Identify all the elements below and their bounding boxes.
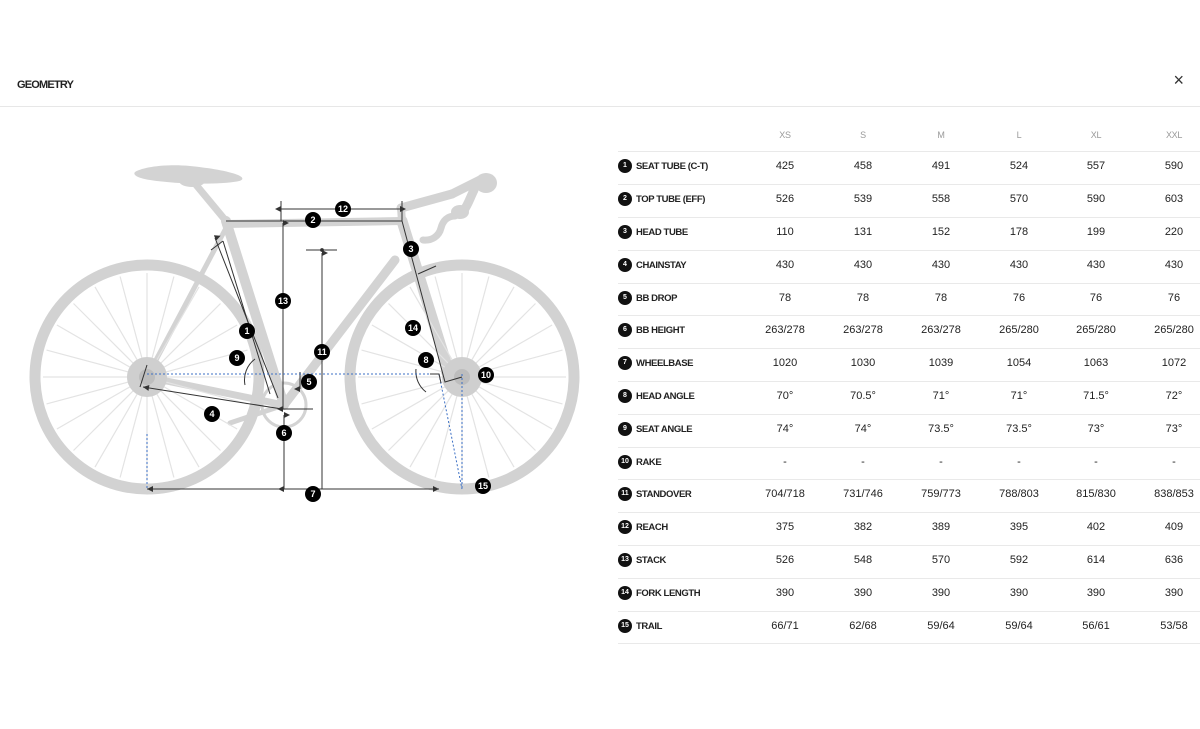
svg-text:11: 11 xyxy=(317,347,327,357)
svg-text:13: 13 xyxy=(278,296,288,306)
svg-text:1: 1 xyxy=(244,326,249,336)
svg-text:15: 15 xyxy=(478,481,488,491)
svg-text:3: 3 xyxy=(408,244,413,254)
svg-text:2: 2 xyxy=(310,215,315,225)
svg-text:7: 7 xyxy=(310,489,315,499)
svg-text:4: 4 xyxy=(209,409,214,419)
svg-text:10: 10 xyxy=(481,370,491,380)
svg-text:14: 14 xyxy=(408,323,418,333)
svg-text:6: 6 xyxy=(281,428,286,438)
svg-text:5: 5 xyxy=(306,377,311,387)
svg-text:8: 8 xyxy=(423,355,428,365)
svg-text:9: 9 xyxy=(234,353,239,363)
svg-text:12: 12 xyxy=(338,204,348,214)
